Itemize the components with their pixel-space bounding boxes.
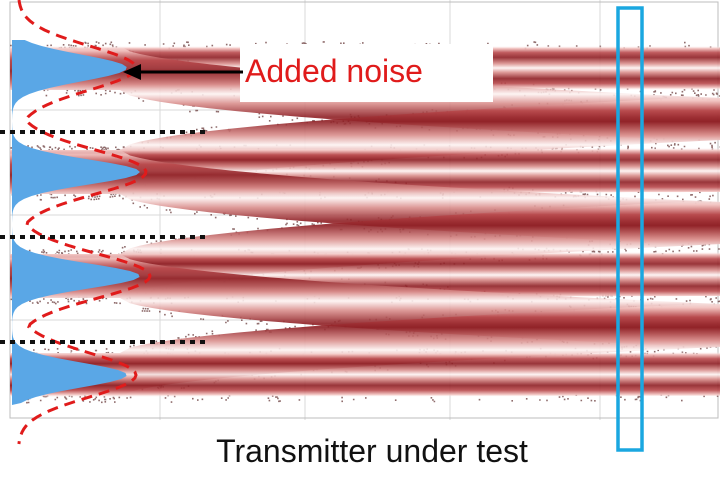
sampling-window-box	[616, 6, 644, 452]
left-arrow-icon	[123, 64, 243, 80]
caption-background	[160, 422, 584, 478]
decision-thresholds	[0, 130, 207, 344]
eye-trace	[10, 352, 720, 397]
annotation-background	[240, 44, 493, 102]
level-histogram	[12, 40, 140, 405]
added-noise-label: Added noise	[245, 53, 423, 89]
caption-label: Transmitter under test	[216, 433, 528, 469]
